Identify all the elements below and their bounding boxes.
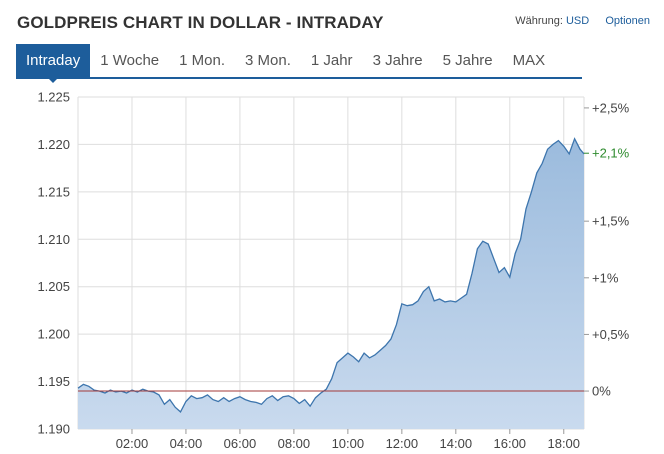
tab-intraday[interactable]: Intraday xyxy=(16,44,91,83)
x-tick-label: 06:00 xyxy=(224,436,257,451)
x-tick-label: 04:00 xyxy=(170,436,203,451)
tab-3-mon[interactable]: 3 Mon. xyxy=(245,52,291,69)
tab-1-woche[interactable]: 1 Woche xyxy=(100,52,160,69)
right-tick-label: +2,5% xyxy=(592,100,630,115)
page-title: GOLDPREIS CHART IN DOLLAR - INTRADAY xyxy=(17,13,384,32)
tab-5-jahre[interactable]: 5 Jahre xyxy=(442,52,493,69)
tab-1-mon[interactable]: 1 Mon. xyxy=(179,52,225,69)
x-tick-label: 08:00 xyxy=(278,436,311,451)
tab-underline xyxy=(16,77,582,79)
x-tick-label: 10:00 xyxy=(332,436,365,451)
right-tick-label: +1,5% xyxy=(592,214,630,229)
y-tick-label: 1.210 xyxy=(37,232,70,247)
right-tick-label: 0% xyxy=(592,384,611,399)
header-controls: Währung: USD Optionen xyxy=(515,15,650,27)
y-tick-label: 1.190 xyxy=(37,422,70,437)
current-change-label: +2,1% xyxy=(592,146,630,161)
chart-axes: 1.190 1.195 1.200 1.205 1.210 1.215 1.220 1.225… xyxy=(37,90,629,452)
y-tick-label: 1.220 xyxy=(37,137,70,152)
currency-selector[interactable]: USD xyxy=(565,15,590,27)
tab-1-jahr[interactable]: 1 Jahr xyxy=(310,52,353,69)
x-tick-label: 14:00 xyxy=(440,436,473,451)
timeframe-tabs: Intraday 1 Woche 1 Mon. 3 Mon. 1 Jahr 3 … xyxy=(16,44,555,83)
price-area xyxy=(78,138,584,429)
x-tick-label: 02:00 xyxy=(116,436,149,451)
x-tick-label: 12:00 xyxy=(386,436,419,451)
x-tick-label: 16:00 xyxy=(494,436,527,451)
y-tick-label: 1.205 xyxy=(37,279,70,294)
price-line xyxy=(77,137,585,413)
tab-3-jahre[interactable]: 3 Jahre xyxy=(372,52,423,69)
tab-max[interactable]: MAX xyxy=(512,52,546,69)
right-tick-label: +0,5% xyxy=(592,327,630,342)
right-tick-label: +1% xyxy=(592,270,619,285)
y-tick-label: 1.200 xyxy=(37,327,70,342)
options-link[interactable]: Optionen xyxy=(605,15,650,27)
x-tick-label: 18:00 xyxy=(547,436,580,451)
y-tick-label: 1.215 xyxy=(37,184,70,199)
y-tick-label: 1.195 xyxy=(37,374,70,389)
y-tick-label: 1.225 xyxy=(37,90,70,105)
currency-label: Währung: xyxy=(515,15,563,27)
